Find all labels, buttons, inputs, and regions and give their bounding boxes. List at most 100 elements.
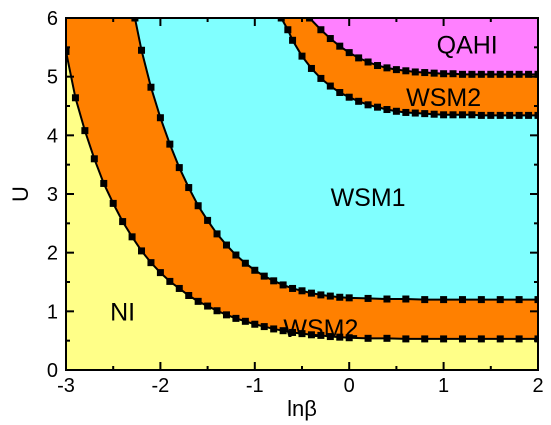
boundary-point — [317, 331, 325, 339]
x-tick-label: -2 — [152, 375, 170, 397]
boundary-point — [477, 111, 485, 119]
boundary-point — [468, 111, 476, 119]
x-tick-label: -1 — [246, 375, 264, 397]
boundary-point — [477, 70, 485, 78]
boundary-point — [487, 70, 495, 78]
boundary-point — [194, 202, 202, 210]
boundary-point — [241, 317, 249, 325]
x-tick-label: 2 — [532, 375, 543, 397]
boundary-point — [326, 35, 334, 43]
boundary-point — [232, 251, 240, 259]
boundary-point — [277, 18, 285, 22]
boundary-point — [213, 230, 221, 238]
boundary-point — [81, 127, 89, 135]
y-tick-label: 4 — [47, 125, 58, 147]
boundary-point — [355, 54, 363, 62]
y-axis-title: U — [8, 186, 33, 202]
boundary-point — [534, 111, 538, 119]
boundary-point — [515, 335, 523, 343]
boundary-point — [270, 325, 278, 333]
boundary-point — [440, 111, 448, 119]
y-tick-label: 3 — [47, 184, 58, 206]
boundary-point — [525, 70, 533, 78]
boundary-point — [525, 111, 533, 119]
boundary-point — [402, 108, 410, 116]
boundary-point — [194, 297, 202, 305]
boundary-point — [298, 287, 306, 295]
boundary-point — [66, 47, 70, 55]
boundary-point — [326, 292, 334, 300]
boundary-point — [138, 46, 146, 54]
boundary-point — [506, 111, 514, 119]
boundary-point — [185, 184, 193, 192]
boundary-point — [222, 241, 230, 249]
boundary-point — [383, 106, 391, 114]
region-label-qahi: QAHI — [437, 31, 498, 59]
boundary-point — [392, 107, 400, 115]
boundary-point — [326, 82, 334, 90]
x-axis-title: lnβ — [287, 396, 317, 421]
boundary-point — [364, 101, 372, 109]
boundary-point — [534, 335, 538, 343]
boundary-point — [402, 67, 410, 75]
boundary-point — [279, 327, 287, 335]
boundary-point — [317, 74, 325, 82]
boundary-point — [383, 64, 391, 72]
boundary-point — [128, 233, 136, 241]
boundary-point — [534, 70, 538, 78]
boundary-point — [307, 64, 315, 72]
boundary-point — [241, 259, 249, 267]
boundary-point — [100, 179, 108, 187]
boundary-point — [232, 314, 240, 322]
boundary-point — [506, 70, 514, 78]
boundary-point — [251, 320, 259, 328]
boundary-point — [156, 114, 164, 122]
boundary-point — [496, 70, 504, 78]
boundary-point — [402, 335, 410, 343]
boundary-point — [515, 111, 523, 119]
boundary-point — [317, 26, 325, 34]
boundary-point — [374, 62, 382, 70]
boundary-point — [345, 334, 353, 342]
boundary-point — [468, 70, 476, 78]
boundary-point — [477, 296, 485, 304]
boundary-point — [289, 284, 297, 292]
region-label-wsm2: WSM2 — [283, 315, 358, 343]
boundary-point — [383, 334, 391, 342]
boundary-point — [515, 70, 523, 78]
boundary-point — [364, 294, 372, 302]
boundary-point — [185, 291, 193, 299]
boundary-point — [71, 94, 79, 102]
boundary-point — [534, 296, 538, 304]
boundary-point — [90, 155, 98, 163]
boundary-point — [496, 296, 504, 304]
boundary-point — [317, 291, 325, 299]
boundary-point — [336, 333, 344, 341]
boundary-point — [449, 70, 457, 78]
y-tick-label: 1 — [47, 301, 58, 323]
boundary-point — [307, 289, 315, 297]
region-label-ni: NI — [110, 298, 135, 326]
boundary-point — [284, 26, 292, 34]
boundary-point — [421, 69, 429, 77]
boundary-point — [270, 277, 278, 285]
region-label-wsm1: WSM1 — [331, 184, 406, 212]
boundary-point — [383, 295, 391, 303]
boundary-point — [440, 70, 448, 78]
boundary-point — [109, 199, 117, 207]
boundary-point — [374, 103, 382, 111]
boundary-point — [326, 333, 334, 341]
boundary-point — [458, 296, 466, 304]
boundary-line-2 — [133, 18, 538, 301]
boundary-point — [251, 266, 259, 274]
boundary-point — [411, 109, 419, 117]
boundary-point — [156, 269, 164, 277]
boundary-point — [345, 294, 353, 302]
boundary-point — [175, 284, 183, 292]
boundary-point — [355, 97, 363, 105]
boundary-point — [138, 247, 146, 255]
x-tick-label: 1 — [438, 375, 449, 397]
boundary-point — [204, 216, 212, 224]
boundary-point — [307, 331, 315, 339]
